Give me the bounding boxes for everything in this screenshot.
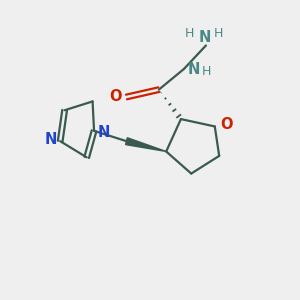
Text: O: O (110, 88, 122, 104)
Text: H: H (185, 27, 194, 40)
Text: N: N (198, 30, 211, 45)
Text: N: N (44, 132, 57, 147)
Text: N: N (98, 125, 110, 140)
Text: N: N (188, 61, 200, 76)
Polygon shape (126, 138, 166, 152)
Text: H: H (202, 65, 212, 78)
Text: O: O (220, 117, 232, 132)
Text: H: H (214, 27, 223, 40)
